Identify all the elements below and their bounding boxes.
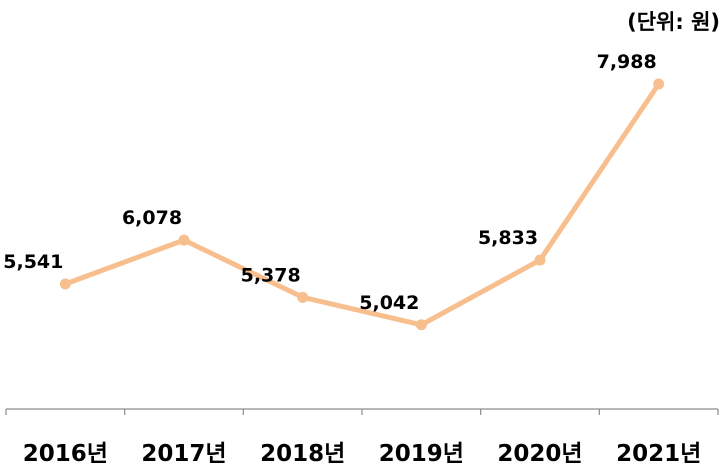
unit-label: (단위: 원) <box>627 10 720 34</box>
data-label: 5,833 <box>478 227 538 249</box>
data-point <box>653 78 665 90</box>
data-point <box>178 234 190 246</box>
x-tick-label: 2021년 <box>616 441 701 467</box>
data-label: 6,078 <box>122 207 182 229</box>
data-point <box>59 278 71 290</box>
data-label: 5,541 <box>3 251 63 273</box>
data-point <box>297 291 309 303</box>
data-point <box>415 319 427 331</box>
series-line <box>62 81 662 328</box>
x-tick-label: 2018년 <box>260 441 345 467</box>
data-point <box>534 254 546 266</box>
x-tick-label: 2016년 <box>23 441 108 467</box>
data-label: 5,378 <box>241 264 301 286</box>
data-label: 7,988 <box>597 51 657 73</box>
x-tick-label: 2019년 <box>379 441 464 467</box>
data-label: 5,042 <box>359 292 419 314</box>
x-tick-label: 2020년 <box>497 441 582 467</box>
x-tick-label: 2017년 <box>141 441 226 467</box>
